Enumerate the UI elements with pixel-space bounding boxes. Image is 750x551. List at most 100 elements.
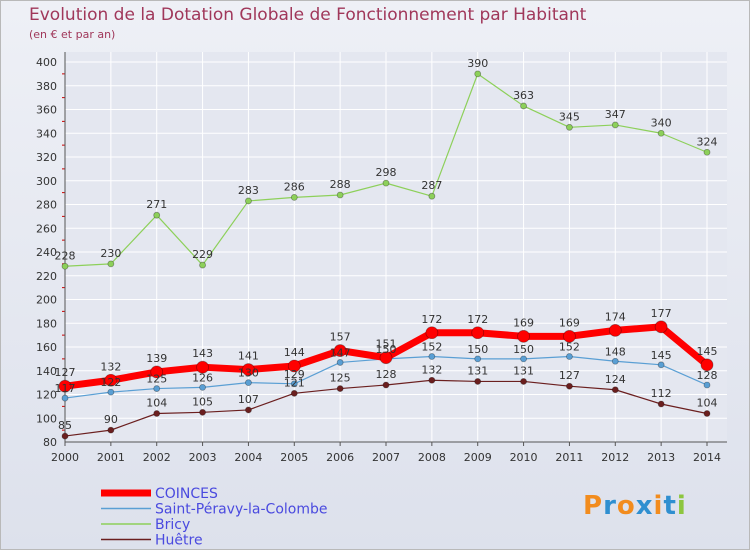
y-tick-label: 300 (36, 175, 57, 188)
data-point-huetre (382, 381, 390, 389)
data-point-huetre (520, 378, 527, 385)
data-point-coinces (700, 358, 714, 372)
data-point-coinces (471, 326, 485, 340)
x-tick-label: 2010 (510, 451, 538, 464)
y-tick-label: 260 (36, 222, 57, 235)
logo-letter: x (635, 491, 654, 521)
data-label-saint-peravy: 145 (651, 349, 672, 362)
data-label-saint-peravy: 147 (330, 346, 351, 359)
x-tick-label: 2004 (234, 451, 262, 464)
data-point-huetre (611, 386, 619, 394)
chart-title: Evolution de la Dotation Globale de Fonc… (29, 5, 587, 25)
x-tick-label: 2006 (326, 451, 354, 464)
data-label-bricy: 324 (697, 135, 718, 148)
data-label-saint-peravy: 125 (146, 373, 167, 386)
data-point-coinces (425, 326, 439, 340)
x-tick-label: 2002 (143, 451, 171, 464)
data-point-bricy (61, 262, 69, 270)
data-point-saint-peravy (703, 381, 711, 389)
data-label-coinces: 177 (651, 307, 672, 320)
y-tick-label: 100 (36, 412, 57, 425)
logo-letter: r (603, 491, 617, 521)
data-point-coinces (150, 365, 164, 379)
data-label-huetre: 132 (421, 363, 442, 376)
y-tick-label: 200 (36, 294, 57, 307)
y-tick-label: 320 (36, 151, 57, 164)
data-point-huetre (61, 432, 69, 440)
data-label-bricy: 271 (146, 198, 167, 211)
data-point-huetre (245, 406, 252, 414)
data-label-saint-peravy: 150 (467, 343, 488, 356)
proxiti-logo: Proxiti (583, 491, 687, 521)
x-tick-label: 2014 (693, 451, 721, 464)
data-label-huetre: 104 (146, 397, 167, 410)
y-tick-label: 120 (36, 389, 57, 402)
x-tick-label: 2012 (601, 451, 629, 464)
data-point-coinces (654, 320, 668, 334)
data-label-huetre: 131 (467, 364, 488, 377)
data-label-bricy: 347 (605, 108, 626, 121)
data-label-huetre: 124 (605, 373, 626, 386)
legend-label: Huêtre (155, 533, 203, 549)
data-point-bricy (199, 261, 206, 269)
data-label-bricy: 298 (376, 166, 397, 179)
data-point-saint-peravy (474, 355, 482, 363)
data-label-coinces: 132 (100, 360, 121, 373)
data-point-coinces (196, 360, 209, 374)
data-label-coinces: 174 (605, 310, 626, 323)
x-tick-label: 2008 (418, 451, 446, 464)
data-label-huetre: 104 (697, 397, 718, 410)
data-point-saint-peravy (520, 355, 527, 363)
data-point-bricy (382, 179, 390, 187)
data-label-huetre: 131 (513, 364, 534, 377)
data-point-bricy (245, 197, 252, 205)
data-point-huetre (153, 410, 161, 417)
data-label-bricy: 340 (651, 116, 672, 129)
data-label-coinces: 169 (559, 316, 580, 329)
data-point-bricy (520, 102, 527, 110)
data-label-saint-peravy: 148 (605, 345, 626, 358)
data-label-saint-peravy: 122 (100, 376, 121, 389)
data-point-saint-peravy (107, 388, 115, 396)
data-label-bricy: 390 (467, 57, 488, 70)
y-tick-label: 400 (36, 56, 57, 69)
data-label-coinces: 139 (146, 352, 167, 365)
data-label-saint-peravy: 129 (284, 368, 305, 381)
x-tick-label: 2013 (647, 451, 675, 464)
data-point-huetre (336, 385, 344, 392)
plot-background (65, 52, 727, 442)
logo-letter: i (676, 491, 687, 521)
data-label-coinces: 144 (284, 346, 305, 359)
data-label-coinces: 141 (238, 350, 259, 363)
data-label-coinces: 143 (192, 347, 213, 360)
data-label-huetre: 125 (330, 372, 351, 385)
y-tick-label: 340 (36, 127, 57, 140)
data-label-saint-peravy: 152 (421, 341, 442, 354)
data-point-coinces (333, 344, 347, 357)
data-label-coinces: 145 (697, 345, 718, 358)
chart-subtitle: (en € et par an) (29, 28, 116, 41)
y-tick-label: 220 (36, 270, 57, 283)
data-label-bricy: 283 (238, 184, 259, 197)
data-label-huetre: 121 (284, 376, 305, 389)
data-label-huetre: 128 (376, 368, 397, 381)
data-point-saint-peravy (566, 353, 573, 360)
data-point-saint-peravy (153, 385, 161, 392)
data-point-coinces (563, 329, 576, 343)
y-tick-label: 380 (36, 80, 57, 93)
data-label-huetre: 90 (104, 413, 118, 426)
data-label-huetre: 107 (238, 393, 259, 406)
x-tick-label: 2000 (51, 451, 79, 464)
data-label-bricy: 230 (100, 247, 121, 260)
x-tick-label: 2005 (280, 451, 308, 464)
data-label-bricy: 363 (513, 89, 534, 102)
x-tick-label: 2001 (97, 451, 125, 464)
data-label-bricy: 286 (284, 180, 305, 193)
data-point-coinces (608, 323, 622, 337)
data-point-bricy (428, 192, 436, 200)
data-point-coinces (242, 363, 255, 376)
data-point-bricy (611, 121, 619, 129)
data-label-saint-peravy: 128 (697, 369, 718, 382)
data-label-coinces: 151 (376, 338, 397, 351)
